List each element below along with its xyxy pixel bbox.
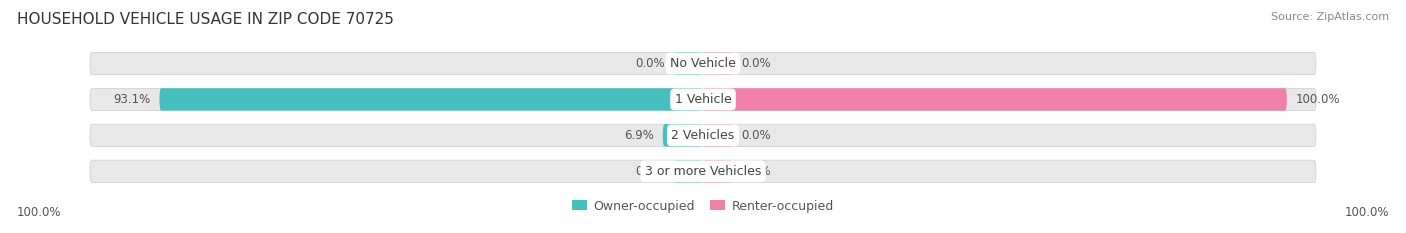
Text: 6.9%: 6.9%	[624, 129, 654, 142]
FancyBboxPatch shape	[673, 52, 703, 75]
Text: 0.0%: 0.0%	[636, 57, 665, 70]
Text: 0.0%: 0.0%	[741, 129, 770, 142]
FancyBboxPatch shape	[703, 124, 733, 147]
Text: Source: ZipAtlas.com: Source: ZipAtlas.com	[1271, 12, 1389, 22]
FancyBboxPatch shape	[703, 88, 1286, 111]
Text: 0.0%: 0.0%	[636, 165, 665, 178]
Text: 93.1%: 93.1%	[114, 93, 150, 106]
Text: 2 Vehicles: 2 Vehicles	[672, 129, 734, 142]
FancyBboxPatch shape	[90, 52, 1316, 75]
FancyBboxPatch shape	[703, 160, 733, 182]
Text: No Vehicle: No Vehicle	[671, 57, 735, 70]
Text: 100.0%: 100.0%	[1344, 206, 1389, 219]
FancyBboxPatch shape	[673, 160, 703, 182]
FancyBboxPatch shape	[662, 124, 703, 147]
Text: 0.0%: 0.0%	[741, 165, 770, 178]
Text: HOUSEHOLD VEHICLE USAGE IN ZIP CODE 70725: HOUSEHOLD VEHICLE USAGE IN ZIP CODE 7072…	[17, 12, 394, 27]
FancyBboxPatch shape	[90, 160, 1316, 182]
Legend: Owner-occupied, Renter-occupied: Owner-occupied, Renter-occupied	[568, 195, 838, 218]
FancyBboxPatch shape	[703, 52, 733, 75]
Text: 3 or more Vehicles: 3 or more Vehicles	[645, 165, 761, 178]
FancyBboxPatch shape	[159, 88, 703, 111]
Text: 1 Vehicle: 1 Vehicle	[675, 93, 731, 106]
Text: 0.0%: 0.0%	[741, 57, 770, 70]
Text: 100.0%: 100.0%	[17, 206, 62, 219]
FancyBboxPatch shape	[90, 88, 1316, 111]
FancyBboxPatch shape	[90, 124, 1316, 147]
Text: 100.0%: 100.0%	[1295, 93, 1340, 106]
